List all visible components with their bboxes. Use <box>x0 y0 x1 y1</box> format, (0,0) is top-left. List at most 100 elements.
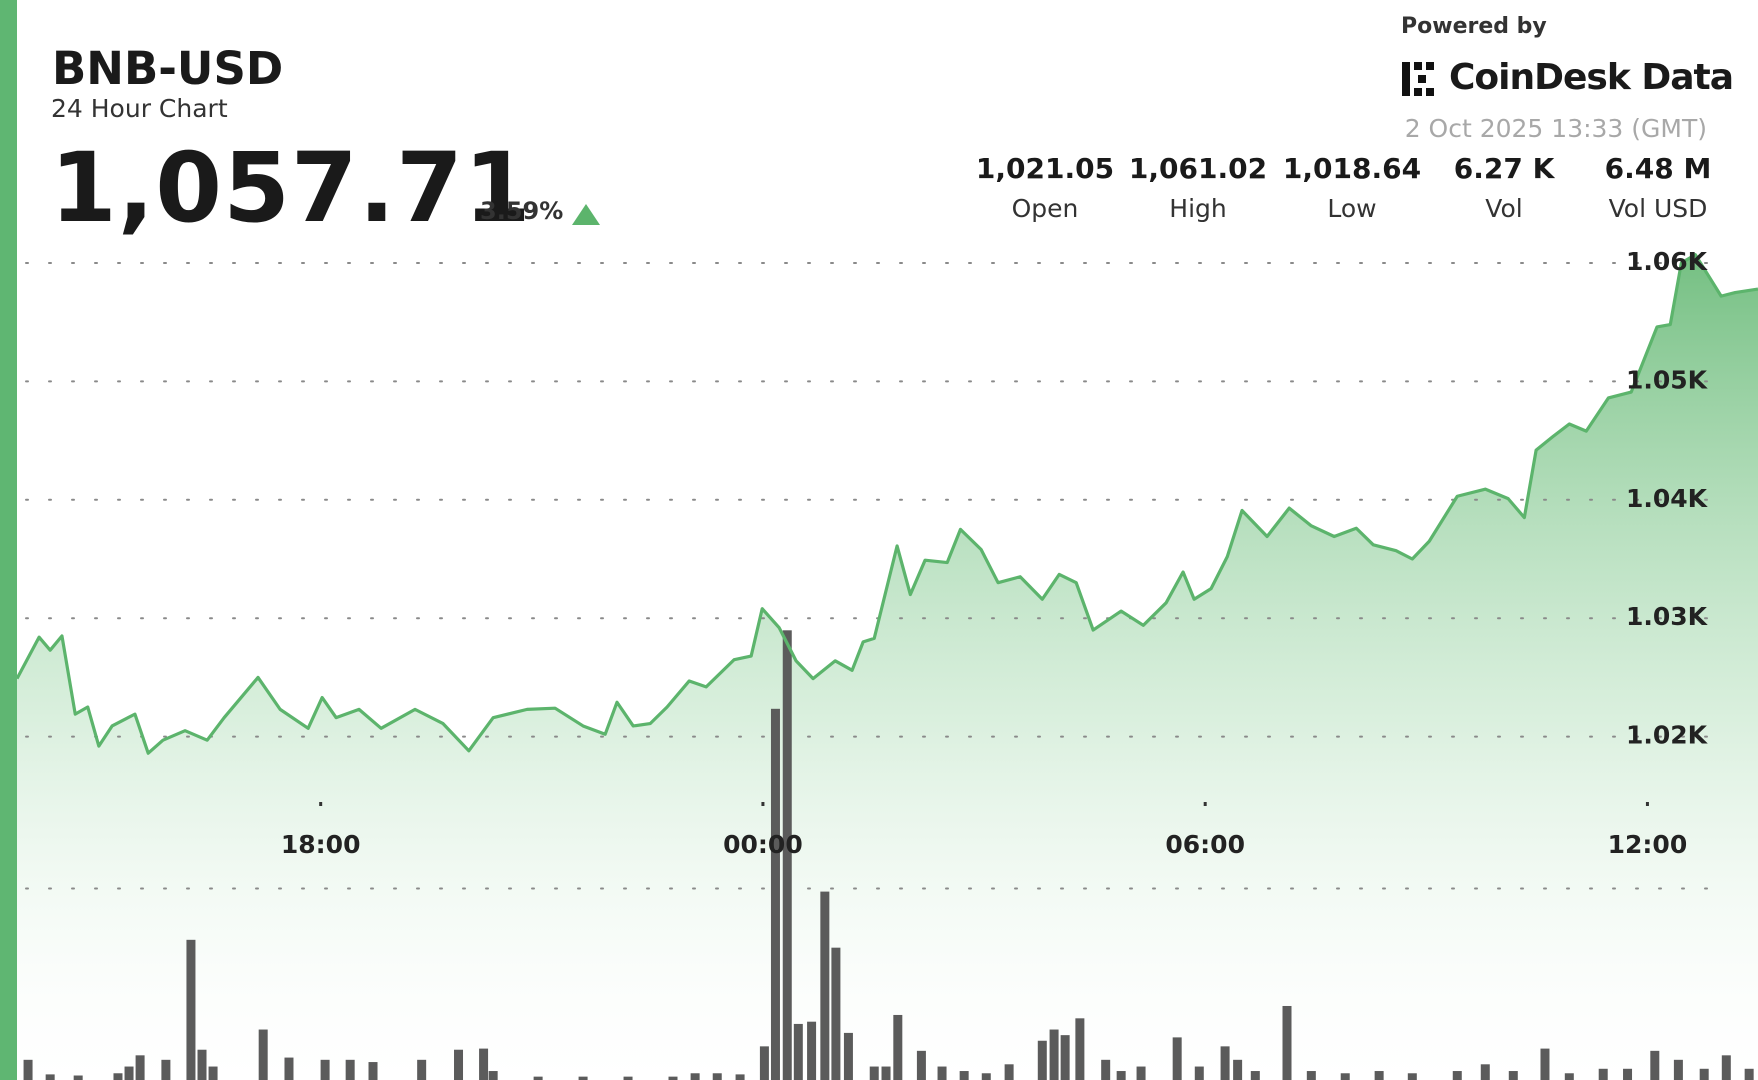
volume-bar <box>1673 1059 1683 1080</box>
stat-value: 1,061.02 <box>1128 152 1268 185</box>
volume-bar <box>533 1076 543 1080</box>
volume-bar <box>1250 1071 1260 1080</box>
stat-value: 6.27 K <box>1453 152 1555 185</box>
volume-bar <box>208 1066 218 1080</box>
volume-bar <box>1374 1071 1384 1080</box>
volume-bar <box>937 1066 947 1080</box>
volume-bar <box>479 1048 489 1080</box>
volume-bar <box>735 1074 745 1080</box>
volume-bar <box>1721 1055 1731 1080</box>
volume-bar <box>186 939 196 1080</box>
volume-bar <box>869 1066 879 1080</box>
volume-bar <box>759 1046 769 1080</box>
volume-bar <box>1598 1068 1608 1080</box>
x-tick-label: 18:00 <box>281 830 361 859</box>
y-tick-label: 1.04K <box>1626 484 1709 513</box>
y-tick-label: 1.05K <box>1626 365 1709 394</box>
volume-bar <box>1049 1029 1059 1080</box>
x-tick-label: 00:00 <box>723 830 803 859</box>
volume-bar <box>454 1049 464 1080</box>
powered-by: Powered by <box>1401 14 1547 39</box>
volume-bar <box>1004 1064 1014 1080</box>
volume-bar <box>1194 1066 1204 1080</box>
volume-bar <box>197 1049 207 1080</box>
volume-bar <box>807 1021 817 1080</box>
volume-bar <box>1101 1059 1111 1080</box>
volume-bar <box>1564 1073 1574 1080</box>
stat-value: 6.48 M <box>1604 152 1712 185</box>
up-arrow <box>572 204 600 225</box>
volume-bar <box>1650 1050 1660 1080</box>
volume-bar <box>320 1059 330 1080</box>
change: 3.59% <box>480 197 564 225</box>
volume-bar <box>23 1059 33 1080</box>
volume-bar <box>916 1050 926 1080</box>
timestamp: 2 Oct 2025 13:33 (GMT) <box>1404 114 1707 143</box>
volume-bar <box>1075 1018 1085 1080</box>
volume-bar <box>161 1059 171 1080</box>
volume-bar <box>258 1029 268 1080</box>
symbol: BNB-USD <box>52 42 284 95</box>
volume-bar <box>488 1071 498 1080</box>
volume-bar <box>1172 1037 1182 1080</box>
volume-bar <box>843 1032 853 1080</box>
volume-bar <box>284 1057 294 1080</box>
volume-bar <box>831 947 841 1080</box>
volume-bar <box>1037 1040 1047 1080</box>
volume-bar <box>981 1073 991 1080</box>
volume-bar <box>893 1014 903 1080</box>
y-tick-label: 1.02K <box>1626 721 1709 750</box>
area <box>17 254 1758 1080</box>
volume-bar <box>1282 1005 1292 1080</box>
stat-label: Open <box>1011 194 1079 223</box>
volume-bar <box>712 1073 722 1080</box>
stat-value: 1,021.05 <box>975 152 1115 185</box>
volume-bar <box>782 630 792 1080</box>
volume-bar <box>135 1055 145 1080</box>
volume-bar <box>959 1071 969 1080</box>
y-tick-label: 1.06K <box>1626 247 1709 276</box>
volume-bar <box>820 891 830 1080</box>
volume-bar <box>345 1059 355 1080</box>
volume-bar <box>1623 1068 1633 1080</box>
accent-bar <box>0 0 17 1080</box>
brand-logo <box>1402 62 1434 96</box>
stat-label: Vol <box>1485 194 1523 223</box>
volume-bar <box>793 1023 803 1080</box>
brand: CoinDesk Data <box>1449 57 1734 98</box>
price-line <box>15 253 1758 755</box>
volume-bar <box>1306 1071 1316 1080</box>
stat-value: 1,018.64 <box>1282 152 1422 185</box>
volume-bar <box>1540 1048 1550 1080</box>
volume-bar <box>578 1076 588 1080</box>
x-tick-label: 06:00 <box>1165 830 1245 859</box>
volume-bar <box>368 1062 378 1080</box>
stat-label: High <box>1169 194 1227 223</box>
stat-label: Vol USD <box>1608 194 1708 223</box>
volume-bar <box>1452 1071 1462 1080</box>
volume-bar <box>1060 1035 1070 1080</box>
volume-bar <box>1233 1059 1243 1080</box>
volume-bar <box>1220 1046 1230 1080</box>
volume-bar <box>1508 1071 1518 1080</box>
x-tick-label: 12:00 <box>1608 830 1688 859</box>
stat-label: Low <box>1327 194 1377 223</box>
volume-bar <box>1116 1071 1126 1080</box>
price: 1,057.71 <box>50 132 532 244</box>
volume-bar <box>881 1066 891 1080</box>
volume-bar <box>1699 1068 1709 1080</box>
volume-bar <box>770 708 780 1080</box>
volume-bar <box>417 1059 427 1080</box>
volume-bar <box>1744 1068 1754 1080</box>
y-tick-label: 1.03K <box>1626 602 1709 631</box>
volume-bar <box>45 1074 55 1080</box>
subtitle: 24 Hour Chart <box>51 94 228 123</box>
volume-bar <box>668 1076 678 1080</box>
volume-bar <box>1340 1073 1350 1080</box>
volume-bar <box>1136 1066 1146 1080</box>
volume-bar <box>73 1075 83 1080</box>
volume-bar <box>690 1073 700 1080</box>
volume-bar <box>124 1066 134 1080</box>
